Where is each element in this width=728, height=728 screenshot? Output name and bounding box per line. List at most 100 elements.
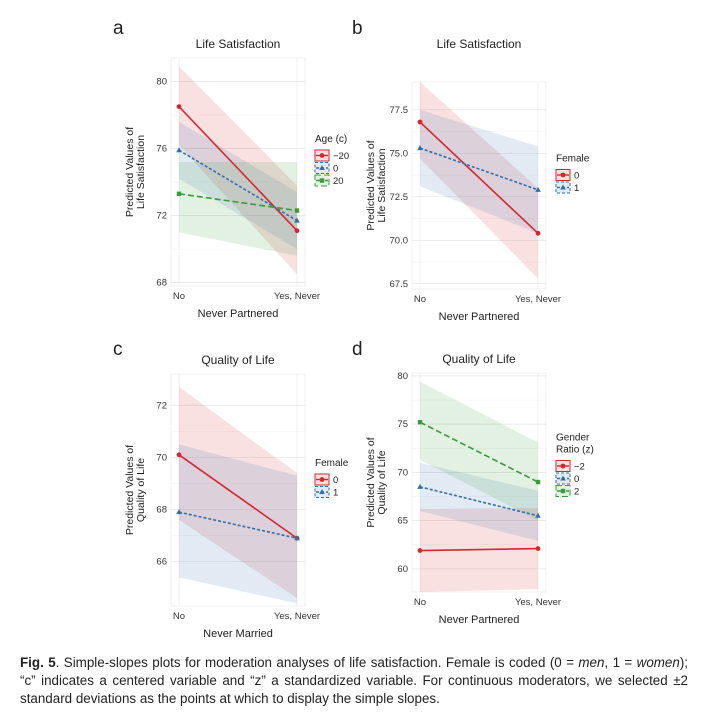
- series-line: [178, 106, 298, 232]
- data-point: [417, 548, 423, 553]
- y-tick-label: 70: [397, 467, 408, 478]
- y-axis-label-line: Predicted Values of: [365, 140, 377, 230]
- data-point: [294, 535, 300, 541]
- y-axis-label: Predicted Values ofQuality of Life: [365, 437, 388, 527]
- series-line: [419, 486, 539, 517]
- legend-key-marker: [319, 165, 325, 170]
- series-line: [178, 193, 298, 212]
- legend-key-marker: [319, 477, 325, 482]
- plot-area: [170, 57, 306, 287]
- legend-title: Ratio (z): [556, 445, 594, 456]
- data-point: [294, 208, 300, 213]
- y-axis-label: Predicted Values ofLife Satisfaction: [365, 140, 388, 230]
- x-axis-label: Never Married: [203, 628, 273, 640]
- y-axis-label-line: Life Satisfaction: [376, 148, 388, 222]
- panel-c: c 66 68 70 72 No Yes, Never Quality of Life Neve…: [113, 339, 349, 640]
- chart-title: Life Satisfaction: [437, 37, 522, 51]
- chart-title: Quality of Life: [442, 352, 516, 366]
- x-tick-label: No: [173, 291, 185, 302]
- x-tick-label: No: [414, 294, 426, 305]
- y-tick-label: 60: [397, 564, 408, 575]
- y-tick-label: 70: [156, 452, 167, 463]
- legend-key-marker: [319, 153, 325, 158]
- y-tick-label: 75: [397, 419, 408, 430]
- y-tick-label: 72: [156, 211, 167, 222]
- y-axis-label-line: Quality of Life: [376, 450, 388, 514]
- legend-title: Female: [556, 154, 590, 165]
- caption-text-b: , 1 =: [604, 655, 637, 670]
- x-tick-label: Yes, Never: [515, 294, 561, 305]
- caption-text-c: ); “c” indicates a centered variable and…: [20, 655, 689, 706]
- y-tick-label: 80: [397, 371, 408, 382]
- panel-letter: d: [352, 339, 363, 360]
- chart-title: Life Satisfaction: [196, 37, 281, 51]
- y-tick-label: 72: [156, 400, 167, 411]
- data-point: [176, 147, 182, 153]
- data-point: [417, 420, 423, 425]
- legend-label: −20: [333, 151, 349, 162]
- y-axis-label: Predicted Values ofLife Satisfaction: [124, 127, 147, 217]
- series-line: [419, 421, 539, 483]
- y-axis-label-line: Predicted Values of: [124, 127, 136, 217]
- x-tick-label: Yes, Never: [274, 611, 320, 622]
- y-tick-label: 76: [156, 144, 167, 155]
- y-tick-label: 80: [156, 76, 167, 87]
- series-line: [178, 454, 298, 539]
- series-line: [419, 547, 539, 552]
- series-line: [178, 511, 298, 540]
- panel-d: d 60 65 70 75 80 No Yes, Never Quality of Life Ne…: [352, 339, 594, 626]
- y-axis-label-line: Life Satisfaction: [135, 135, 147, 209]
- legend-label: 1: [574, 183, 579, 194]
- x-tick-label: No: [414, 597, 426, 608]
- data-point: [535, 479, 541, 485]
- legend-label: 0: [574, 171, 579, 182]
- data-point: [535, 546, 541, 551]
- confidence-band: [179, 66, 297, 275]
- y-tick-label: 68: [156, 505, 167, 516]
- y-tick-label: 77.5: [390, 105, 409, 116]
- x-axis-label: Never Partnered: [198, 308, 279, 320]
- legend-label: 0: [333, 164, 338, 175]
- x-axis-label: Never Partnered: [439, 614, 520, 626]
- confidence-band: [420, 109, 538, 234]
- panel-letter: c: [113, 339, 123, 360]
- legend-key-marker: [319, 489, 325, 494]
- data-point: [417, 145, 423, 151]
- panel-letter: b: [352, 18, 363, 39]
- legend: Age (c) −20 020: [314, 134, 349, 187]
- data-point: [417, 483, 423, 489]
- series-line: [419, 147, 539, 191]
- legend: Female 0 1: [314, 458, 349, 499]
- plot-area: [170, 373, 306, 607]
- y-axis-label-line: Quality of Life: [135, 458, 147, 522]
- y-tick-label: 72.5: [390, 192, 409, 203]
- legend-key-marker: [560, 475, 566, 481]
- legend-label: 0: [333, 475, 338, 486]
- legend-label: 2: [574, 487, 579, 498]
- y-tick-label: 65: [397, 516, 408, 527]
- legend-label: 20: [333, 176, 344, 187]
- legend-title: Gender: [556, 433, 590, 444]
- confidence-band: [179, 444, 297, 604]
- data-point: [535, 230, 541, 236]
- y-axis-label-line: Predicted Values of: [124, 445, 136, 535]
- data-point: [417, 119, 423, 125]
- confidence-band: [420, 82, 538, 279]
- data-point: [176, 104, 182, 110]
- legend-key-marker: [560, 184, 566, 190]
- legend-title: Female: [315, 458, 349, 469]
- series-line: [178, 149, 298, 222]
- legend-title: Age (c): [315, 134, 347, 145]
- data-point: [535, 186, 541, 192]
- chart-title: Quality of Life: [201, 353, 275, 367]
- figure-caption: Fig. 5. Simple-slopes plots for moderati…: [20, 654, 688, 708]
- legend-label: 1: [333, 488, 338, 499]
- series-line: [419, 121, 539, 234]
- caption-women: women: [636, 655, 680, 670]
- confidence-band: [179, 387, 297, 599]
- plot-area: [411, 372, 547, 593]
- x-tick-label: Yes, Never: [274, 291, 320, 302]
- legend-key-marker: [560, 172, 566, 178]
- data-point: [176, 452, 182, 458]
